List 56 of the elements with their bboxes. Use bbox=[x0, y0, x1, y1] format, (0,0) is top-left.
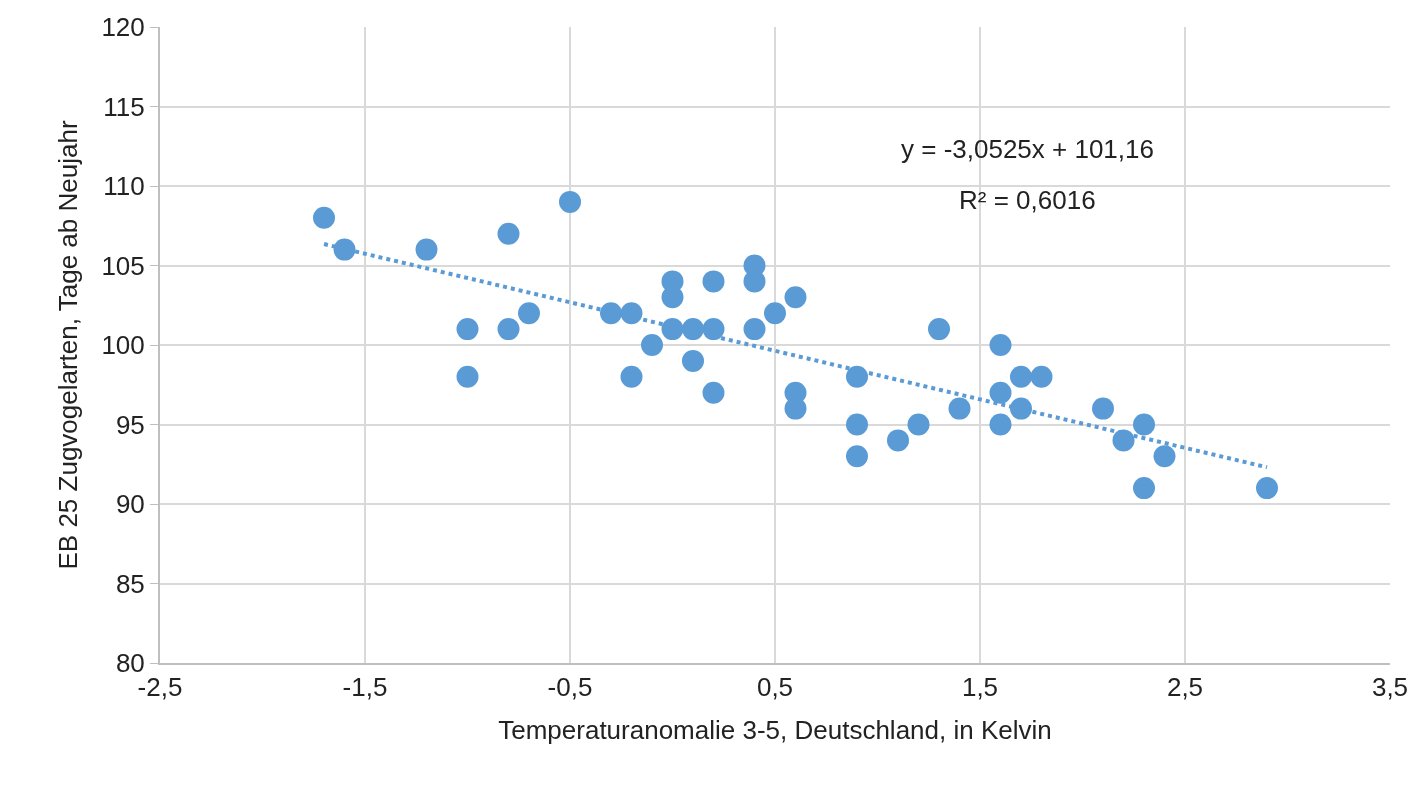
y-tick-label: 120 bbox=[101, 12, 145, 43]
point bbox=[559, 190, 581, 213]
point bbox=[456, 365, 479, 388]
point bbox=[907, 413, 930, 436]
point bbox=[620, 365, 643, 388]
point bbox=[497, 318, 520, 341]
point bbox=[702, 270, 725, 293]
point bbox=[1153, 445, 1176, 468]
point bbox=[1133, 413, 1155, 436]
x-tick-label: 3,5 bbox=[1371, 672, 1409, 703]
y-axis-title: EB 25 Zugvogelarten, Tage ab Neujahr bbox=[53, 120, 84, 570]
point bbox=[887, 429, 909, 452]
point bbox=[743, 270, 766, 293]
point bbox=[846, 413, 868, 436]
point bbox=[784, 397, 807, 420]
y-tick-label: 90 bbox=[115, 489, 145, 520]
point bbox=[989, 334, 1012, 356]
annotation: y = -3,0525x + 101,16 bbox=[901, 134, 1154, 164]
point bbox=[1112, 429, 1135, 452]
y-tick-label: 110 bbox=[103, 171, 145, 202]
point bbox=[641, 334, 663, 356]
point bbox=[1010, 365, 1032, 388]
point bbox=[1030, 365, 1053, 388]
point bbox=[456, 318, 479, 341]
point bbox=[846, 445, 868, 468]
point bbox=[928, 318, 950, 341]
point bbox=[948, 397, 971, 420]
x-axis-title: Temperaturanomalie 3-5, Deutschland, in Kelvin bbox=[498, 715, 1052, 746]
y-tick-label: 100 bbox=[101, 330, 145, 361]
point bbox=[313, 206, 335, 229]
point bbox=[415, 238, 438, 261]
point bbox=[989, 381, 1012, 404]
x-tick-label: -0,5 bbox=[547, 672, 593, 703]
x-tick-label: -1,5 bbox=[342, 672, 388, 703]
annotation: R² = 0,6016 bbox=[959, 185, 1096, 215]
point bbox=[661, 286, 684, 309]
x-tick-label: 2,5 bbox=[1166, 672, 1204, 703]
x-tick-label: 0,5 bbox=[756, 672, 794, 703]
point bbox=[764, 302, 786, 325]
y-tick-label: 105 bbox=[101, 250, 145, 281]
point bbox=[702, 381, 725, 404]
point bbox=[518, 302, 540, 325]
y-tick-label: 95 bbox=[115, 409, 145, 440]
point bbox=[1092, 397, 1114, 420]
point bbox=[1256, 477, 1278, 500]
point bbox=[1133, 477, 1155, 500]
point bbox=[682, 349, 704, 372]
point bbox=[743, 318, 766, 341]
point bbox=[702, 318, 725, 341]
point bbox=[846, 365, 868, 388]
point bbox=[784, 286, 807, 309]
y-tick-label: 115 bbox=[103, 91, 145, 122]
x-tick-label: 1,5 bbox=[961, 672, 999, 703]
y-tick-label: 85 bbox=[115, 568, 145, 599]
point bbox=[989, 413, 1012, 436]
point bbox=[497, 222, 520, 245]
